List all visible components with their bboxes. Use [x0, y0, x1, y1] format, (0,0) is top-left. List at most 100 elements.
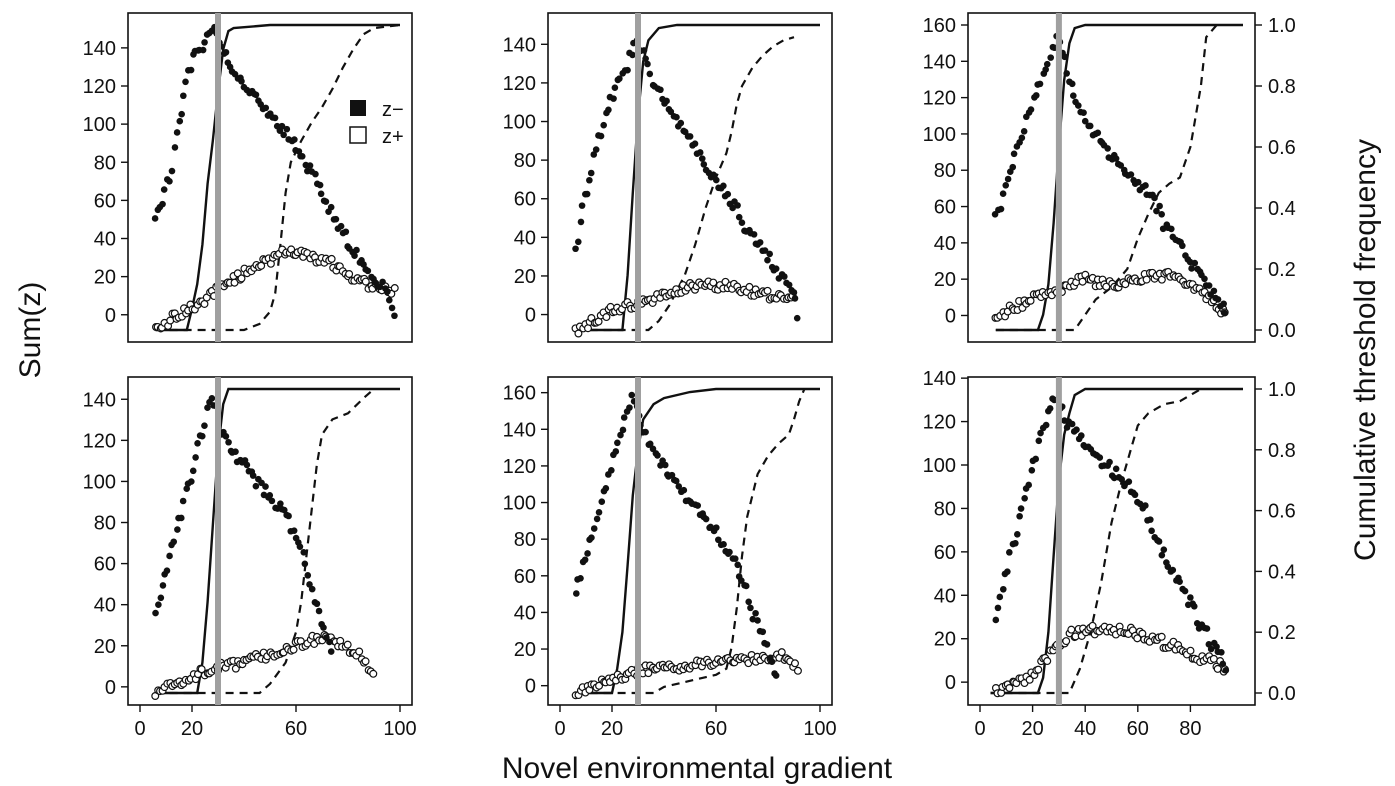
x-tick-label: 80: [1179, 718, 1201, 740]
y-tick-label: 40: [94, 595, 116, 617]
point-z-neg: [1004, 175, 1012, 183]
point-z-neg: [1142, 182, 1149, 189]
point-z-neg: [992, 616, 1000, 624]
point-z-neg: [696, 149, 704, 156]
point-z-neg: [232, 448, 239, 456]
point-z-neg: [353, 246, 360, 254]
y-tick-label: 0: [525, 305, 536, 327]
point-z-neg: [1025, 481, 1033, 489]
point-z-neg: [180, 92, 187, 100]
point-z-neg: [384, 288, 391, 295]
point-z-neg: [790, 289, 798, 296]
point-z-neg: [1010, 150, 1018, 158]
point-z-neg: [171, 144, 179, 151]
point-z-neg: [320, 624, 327, 631]
y-tick-label: 100: [83, 114, 116, 136]
point-z-neg: [726, 548, 733, 556]
y-tick-label: 100: [503, 112, 536, 134]
y-tick-label: 60: [934, 197, 956, 219]
y-tick-label: 20: [934, 629, 956, 651]
point-z-neg: [629, 51, 636, 59]
point-z-neg: [590, 525, 598, 532]
point-z-neg: [1009, 163, 1017, 171]
point-z-neg: [332, 215, 340, 223]
point-z-neg: [300, 549, 308, 556]
point-z-neg: [208, 394, 216, 402]
point-z-neg: [745, 598, 752, 606]
point-z-neg: [204, 404, 211, 411]
point-z-neg: [584, 550, 591, 557]
point-z-neg: [308, 585, 316, 593]
right-tick-label: 0.0: [1268, 683, 1296, 705]
y-tick-label: 0: [105, 305, 116, 327]
point-z-neg: [724, 190, 732, 198]
point-z-neg: [742, 582, 750, 590]
series-z-neg: [991, 32, 1228, 317]
point-z-neg: [764, 256, 771, 264]
y-tick-label: 20: [514, 639, 536, 661]
point-z-neg: [277, 500, 284, 507]
point-z-pos: [345, 270, 354, 279]
panel-top-left: 0 20 40 60 80 100 120 140: [83, 12, 413, 343]
cumulative-line-z-pos: [155, 388, 375, 695]
point-z-neg: [182, 78, 189, 86]
y-tick-label: 140: [503, 419, 536, 441]
point-z-neg: [243, 461, 251, 469]
point-z-neg: [1046, 405, 1054, 412]
point-z-neg: [761, 247, 769, 254]
plot-frame: [127, 376, 413, 706]
y-tick-label: 160: [923, 15, 956, 37]
right-tick-label: 0.6: [1268, 501, 1296, 523]
point-z-neg: [702, 515, 710, 523]
point-z-neg: [642, 55, 649, 62]
series-z-neg: [572, 37, 801, 322]
point-z-neg: [296, 543, 304, 550]
point-z-neg: [791, 295, 799, 302]
point-z-neg: [1032, 455, 1040, 463]
point-z-neg: [312, 170, 319, 178]
point-z-neg: [1080, 109, 1087, 117]
point-z-neg: [1201, 275, 1208, 283]
y-tick-label: 120: [503, 456, 536, 478]
x-tick-label: 60: [285, 718, 307, 740]
y-axis-label-left: Sum(z): [14, 282, 47, 379]
y-tick-label: 100: [83, 471, 116, 493]
point-z-neg: [391, 312, 398, 320]
point-z-neg: [588, 534, 595, 541]
plot-frame: [547, 12, 833, 343]
point-z-neg: [1006, 549, 1013, 556]
point-z-neg: [575, 238, 582, 246]
y-tick-label: 100: [503, 493, 536, 515]
point-z-neg: [173, 129, 181, 136]
point-z-neg: [1027, 106, 1035, 113]
y-tick-label: 20: [94, 636, 116, 658]
point-z-pos: [1062, 637, 1071, 646]
point-z-neg: [1205, 282, 1213, 289]
point-z-neg: [735, 213, 743, 221]
point-z-neg: [189, 467, 197, 475]
right-tick-label: 1.0: [1268, 15, 1296, 37]
point-z-neg: [379, 278, 386, 286]
point-z-neg: [262, 104, 270, 112]
y-tick-label: 120: [83, 430, 116, 452]
point-z-neg: [337, 222, 345, 230]
point-z-neg: [600, 121, 607, 129]
point-z-pos: [361, 657, 370, 666]
point-z-neg: [657, 86, 664, 94]
point-z-neg: [1043, 60, 1051, 68]
point-z-neg: [252, 482, 260, 490]
point-z-neg: [1207, 645, 1215, 653]
point-z-neg: [1117, 162, 1125, 169]
point-z-pos: [790, 659, 799, 668]
y-tick-label: 60: [94, 554, 116, 576]
point-z-neg: [686, 133, 694, 140]
point-z-neg: [1134, 178, 1142, 186]
right-tick-label: 0.6: [1268, 137, 1296, 159]
point-z-neg: [763, 641, 771, 648]
plot-frame: [967, 376, 1256, 706]
point-z-neg: [278, 122, 286, 130]
point-z-neg: [691, 140, 699, 148]
series-z-pos: [571, 648, 802, 700]
point-z-neg: [624, 66, 631, 74]
point-z-neg: [1213, 643, 1220, 651]
